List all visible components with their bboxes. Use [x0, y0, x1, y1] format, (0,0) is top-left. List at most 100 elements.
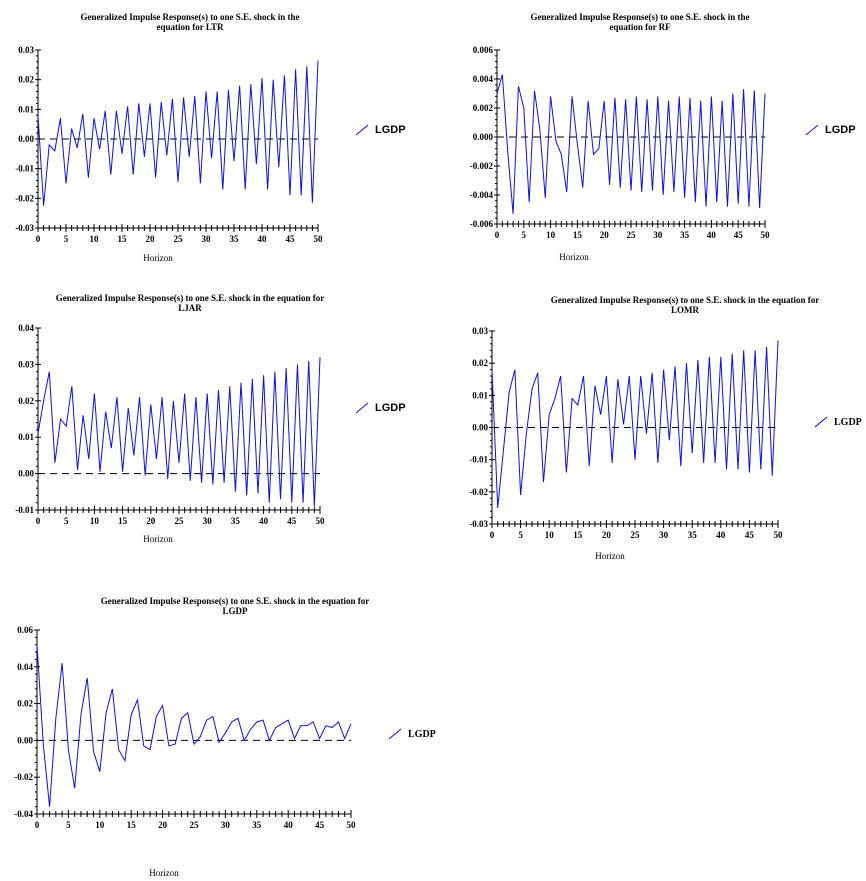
- chart-panel-rf: Generalized Impulse Response(s) to one S…: [440, 0, 866, 275]
- x-tick-label: 15: [127, 820, 137, 830]
- x-tick-label: 50: [316, 516, 326, 526]
- series-line-lgdp: [37, 60, 319, 206]
- x-tick-label: 50: [347, 820, 357, 830]
- y-tick-label: -0.01: [15, 164, 34, 174]
- x-tick-label: 50: [761, 230, 771, 240]
- x-tick-label: 10: [90, 234, 100, 244]
- y-tick-label: 0.01: [18, 432, 34, 442]
- x-tick-label: 45: [315, 820, 325, 830]
- legend-line-icon: [355, 402, 369, 414]
- chart-title-line-2: equation for LTR: [156, 22, 224, 32]
- x-axis-label: Horizon: [143, 253, 173, 263]
- legend-label: LGDP: [375, 402, 406, 414]
- y-tick-label: -0.002: [470, 161, 494, 171]
- y-tick-label: -0.03: [15, 223, 34, 233]
- x-tick-label: 30: [203, 516, 213, 526]
- x-tick-label: 10: [90, 516, 100, 526]
- x-tick-label: 25: [627, 230, 637, 240]
- x-axis-label: Horizon: [559, 252, 589, 262]
- x-tick-label: 25: [190, 820, 200, 830]
- x-tick-label: 50: [774, 530, 784, 540]
- y-tick-label: -0.004: [470, 190, 494, 200]
- y-tick-label: 0.04: [17, 662, 33, 672]
- x-tick-label: 15: [573, 530, 583, 540]
- x-tick-label: 35: [688, 530, 698, 540]
- legend-label: LGDP: [408, 728, 436, 740]
- y-tick-label: 0.00: [18, 469, 34, 479]
- series-line-lgdp: [36, 644, 352, 807]
- legend-line-icon: [388, 728, 402, 740]
- y-tick-label: 0.02: [17, 699, 33, 709]
- y-tick-label: -0.02: [15, 193, 34, 203]
- legend-line-icon: [355, 124, 369, 136]
- legend: LGDP: [355, 402, 406, 414]
- chart-title-line-2: LJAR: [178, 303, 202, 313]
- chart-plot: -0.03 -0.02 -0.01 0.00 0.01 0.02 0.03 0 5 10 15 20 2…: [469, 326, 784, 540]
- legend-line-icon: [805, 124, 819, 136]
- y-tick-label: 0.04: [18, 323, 34, 333]
- x-tick-label: 30: [221, 820, 231, 830]
- x-tick-label: 20: [146, 516, 156, 526]
- x-tick-label: 0: [490, 530, 495, 540]
- legend: LGDP: [814, 416, 862, 428]
- x-tick-label: 25: [631, 530, 641, 540]
- chart-title: Generalized Impulse Response(s) to one S…: [510, 295, 860, 315]
- y-tick-label: -0.02: [469, 487, 488, 497]
- x-tick-label: 5: [522, 230, 527, 240]
- x-tick-label: 45: [734, 230, 744, 240]
- y-tick-label: -0.03: [469, 519, 488, 529]
- chart-plot: -0.04 -0.02 0.00 0.02 0.04 0.06 0 5 10 15 20 25 30 35…: [14, 625, 357, 830]
- x-tick-label: 35: [680, 230, 690, 240]
- legend-line-icon: [814, 416, 828, 428]
- y-tick-label: 0.01: [18, 104, 34, 114]
- chart-title: Generalized Impulse Response(s) to one S…: [490, 12, 790, 32]
- x-tick-label: 10: [546, 230, 556, 240]
- x-tick-label: 0: [495, 230, 500, 240]
- legend: LGDP: [355, 124, 406, 136]
- y-tick-label: 0.02: [18, 396, 34, 406]
- x-tick-label: 40: [284, 820, 294, 830]
- x-tick-label: 0: [36, 234, 41, 244]
- x-tick-label: 10: [95, 820, 105, 830]
- x-tick-label: 20: [602, 530, 612, 540]
- x-tick-label: 45: [745, 530, 755, 540]
- x-tick-label: 5: [66, 820, 71, 830]
- x-tick-label: 15: [573, 230, 583, 240]
- y-tick-label: 0.004: [473, 74, 494, 84]
- y-tick-label: 0.02: [472, 358, 488, 368]
- chart-title: Generalized Impulse Response(s) to one S…: [20, 293, 360, 313]
- y-tick-label: 0.03: [18, 359, 34, 369]
- y-tick-label: -0.01: [469, 455, 488, 465]
- y-tick-label: -0.006: [470, 219, 494, 229]
- y-tick-label: 0.00: [17, 735, 33, 745]
- x-axis-label: Horizon: [143, 534, 173, 544]
- x-tick-label: 20: [600, 230, 610, 240]
- x-axis-label: Horizon: [149, 868, 179, 878]
- y-tick-label: 0.00: [18, 134, 34, 144]
- chart-panel-lgdp: Generalized Impulse Response(s) to one S…: [0, 590, 440, 881]
- y-tick-label: 0.03: [18, 45, 34, 55]
- legend: LGDP: [805, 124, 856, 136]
- x-tick-label: 50: [314, 234, 324, 244]
- x-tick-label: 10: [545, 530, 555, 540]
- x-tick-label: 30: [202, 234, 212, 244]
- series-line-lgdp: [37, 357, 321, 507]
- chart-title-line-1: Generalized Impulse Response(s) to one S…: [100, 596, 370, 606]
- chart-title-line-1: Generalized Impulse Response(s) to one S…: [550, 295, 820, 305]
- x-tick-label: 40: [707, 230, 717, 240]
- legend-label: LGDP: [375, 124, 406, 136]
- chart-title-line-1: Generalized Impulse Response(s) to one S…: [530, 12, 750, 22]
- x-axis-label: Horizon: [595, 551, 625, 561]
- y-tick-label: 0.02: [18, 75, 34, 85]
- chart-title-line-2: LOMR: [671, 305, 699, 315]
- x-tick-label: 20: [158, 820, 168, 830]
- chart-title-line-1: Generalized Impulse Response(s) to one S…: [55, 293, 325, 303]
- x-tick-label: 25: [175, 516, 185, 526]
- legend-label: LGDP: [834, 416, 862, 428]
- y-tick-label: -0.04: [14, 809, 33, 819]
- y-tick-label: 0.06: [17, 625, 33, 635]
- x-tick-label: 15: [118, 234, 128, 244]
- y-tick-label: -0.01: [15, 505, 34, 515]
- x-tick-label: 5: [64, 234, 69, 244]
- x-tick-label: 45: [287, 516, 297, 526]
